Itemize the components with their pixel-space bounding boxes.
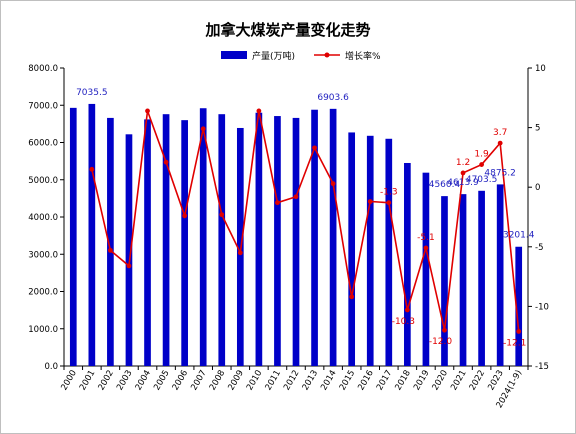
left-tick-label: 4000.0 bbox=[28, 213, 58, 223]
bar-value-label: 4613.9 bbox=[447, 178, 479, 188]
bar bbox=[88, 103, 96, 367]
bar bbox=[255, 112, 263, 366]
growth-point bbox=[330, 181, 336, 187]
growth-point bbox=[200, 126, 206, 132]
growth-point bbox=[312, 145, 317, 151]
growth-point bbox=[404, 307, 410, 313]
growth-point bbox=[349, 294, 355, 300]
right-tick-label: 5 bbox=[535, 124, 540, 134]
bar bbox=[404, 162, 411, 366]
growth-value-label: 3.7 bbox=[493, 128, 507, 138]
bar-value-label: 4560.4 bbox=[429, 180, 461, 190]
growth-point bbox=[460, 170, 466, 176]
bar bbox=[274, 116, 281, 367]
growth-point bbox=[479, 162, 484, 167]
right-tick-label: 10 bbox=[535, 64, 546, 74]
growth-line-path bbox=[91, 110, 520, 332]
growth-value-label: 1.9 bbox=[474, 150, 489, 160]
bar bbox=[181, 120, 188, 367]
growth-point bbox=[145, 108, 150, 114]
growth-point bbox=[386, 200, 392, 206]
growth-line bbox=[89, 108, 522, 334]
left-tick-label: 7000.0 bbox=[28, 101, 58, 111]
bar bbox=[478, 190, 485, 366]
growth-point bbox=[256, 108, 262, 114]
growth-point bbox=[219, 212, 225, 218]
growth-point bbox=[126, 263, 132, 269]
right-tick-label: -5 bbox=[535, 243, 543, 253]
left-tick-label: 3000.0 bbox=[28, 250, 58, 260]
bar-value-label: 6903.6 bbox=[317, 93, 349, 103]
legend-bar-label: 产量(万吨) bbox=[252, 50, 295, 62]
growth-point bbox=[275, 200, 280, 206]
growth-value-label: -5.1 bbox=[417, 233, 435, 243]
bar bbox=[218, 114, 226, 366]
bar bbox=[366, 135, 374, 366]
bar-value-label: 4703.5 bbox=[466, 175, 498, 185]
legend: 产量(万吨) 增长率% bbox=[221, 50, 381, 62]
bar bbox=[144, 119, 151, 366]
left-tick-label: 0.0 bbox=[44, 362, 58, 372]
growth-value-label: -10.3 bbox=[392, 317, 415, 327]
growth-point bbox=[182, 213, 188, 219]
bar bbox=[422, 172, 430, 366]
bar bbox=[311, 109, 318, 366]
growth-value-label: -12.1 bbox=[503, 338, 526, 348]
bar bbox=[496, 184, 504, 366]
bar bbox=[199, 108, 207, 366]
growth-point bbox=[237, 250, 243, 256]
bar bbox=[69, 107, 77, 367]
bar bbox=[385, 138, 393, 366]
left-tick-label: 8000.0 bbox=[28, 64, 58, 74]
bar bbox=[292, 117, 300, 366]
bar bbox=[441, 196, 448, 366]
legend-line-marker bbox=[324, 52, 330, 58]
growth-value-label: -1.3 bbox=[380, 188, 398, 198]
bar bbox=[515, 246, 523, 366]
bar bbox=[348, 132, 356, 366]
left-tick-label: 6000.0 bbox=[28, 139, 58, 149]
legend-bar-swatch bbox=[221, 51, 247, 59]
legend-line-label: 增长率% bbox=[345, 50, 381, 62]
bar bbox=[162, 114, 170, 366]
growth-value-label: -12.0 bbox=[429, 337, 453, 347]
left-tick-label: 2000.0 bbox=[28, 288, 58, 298]
growth-value-label: 1.2 bbox=[456, 158, 470, 168]
growth-point bbox=[163, 159, 169, 165]
bar bbox=[107, 117, 114, 366]
growth-point bbox=[108, 247, 113, 253]
bar bbox=[125, 134, 133, 366]
left-tick-label: 1000.0 bbox=[28, 325, 58, 335]
left-tick-label: 5000.0 bbox=[28, 176, 58, 186]
bar bbox=[329, 108, 337, 367]
growth-point bbox=[497, 140, 503, 146]
bar bbox=[459, 194, 467, 366]
growth-point bbox=[516, 329, 522, 334]
chart-title: 加拿大煤炭产量变化走势 bbox=[204, 21, 370, 39]
growth-point bbox=[442, 327, 447, 333]
growth-point bbox=[293, 194, 299, 200]
right-tick-label: 0 bbox=[535, 183, 540, 193]
bar-value-label: 7035.5 bbox=[76, 88, 108, 98]
growth-point bbox=[89, 166, 95, 172]
growth-point bbox=[367, 199, 373, 204]
bar-value-label: 3201.4 bbox=[503, 231, 535, 241]
right-tick-label: -10 bbox=[535, 302, 549, 312]
bar-value-label: 4875.2 bbox=[484, 168, 516, 178]
right-tick-label: -15 bbox=[535, 362, 549, 372]
growth-point bbox=[423, 245, 429, 251]
